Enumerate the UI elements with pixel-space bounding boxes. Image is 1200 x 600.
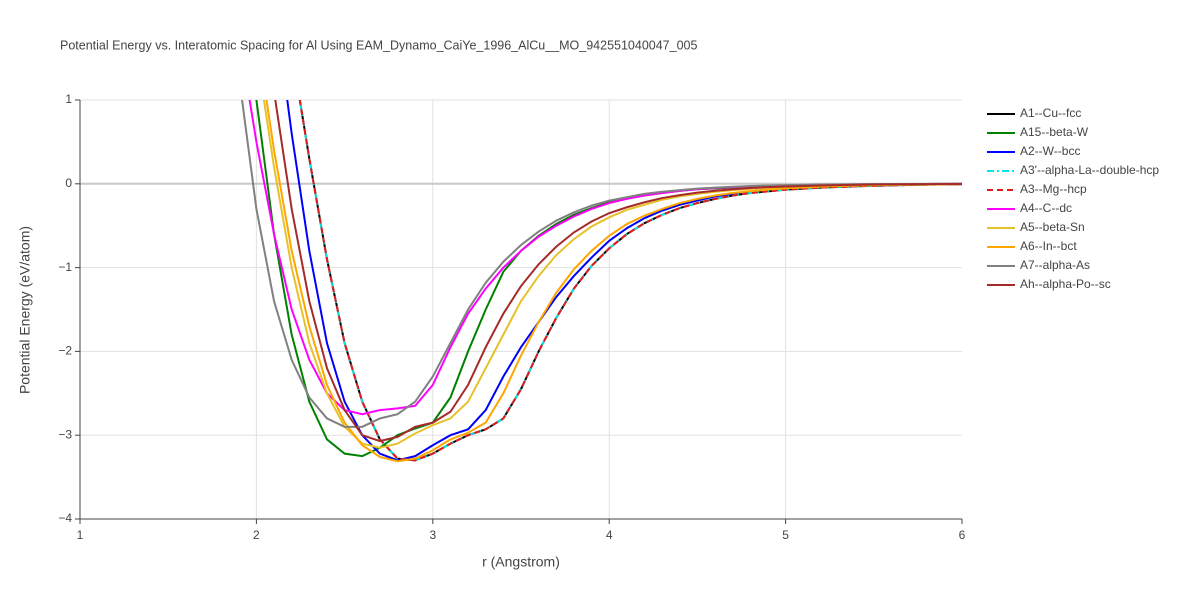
y-tick-label: −1	[58, 260, 72, 274]
legend-label: A4--C--dc	[1020, 201, 1072, 215]
legend-label: A3--Mg--hcp	[1020, 182, 1087, 196]
y-tick-label: −2	[58, 344, 72, 358]
legend-label: A3'--alpha-La--double-hcp	[1020, 163, 1159, 177]
series-line	[298, 100, 962, 462]
series-line	[298, 100, 962, 462]
y-tick-label: −3	[58, 427, 72, 441]
y-tick-label: −4	[58, 511, 72, 525]
legend-label: A7--alpha-As	[1020, 258, 1090, 272]
y-tick-label: 0	[65, 176, 72, 190]
chart-title: Potential Energy vs. Interatomic Spacing…	[60, 38, 697, 52]
series-line	[298, 100, 962, 462]
series-line	[241, 100, 962, 428]
legend-label: A15--beta-W	[1020, 125, 1089, 139]
series-line	[265, 100, 962, 463]
x-tick-label: 6	[959, 528, 966, 542]
plot-area	[241, 100, 962, 463]
x-tick-label: 1	[77, 528, 84, 542]
legend-label: A6--In--bct	[1020, 239, 1077, 253]
series-line	[274, 100, 962, 443]
y-tick-label: 1	[65, 92, 72, 106]
y-axis-title: Potential Energy (eV/atom)	[17, 226, 33, 394]
legend-label: A1--Cu--fcc	[1020, 106, 1081, 120]
series-line	[255, 100, 962, 458]
legend-label: A5--beta-Sn	[1020, 220, 1085, 234]
x-tick-label: 4	[606, 528, 613, 542]
series-line	[262, 100, 962, 449]
legend-label: A2--W--bcc	[1020, 144, 1080, 158]
x-axis-title: r (Angstrom)	[482, 554, 560, 570]
x-tick-label: 3	[429, 528, 436, 542]
x-tick-label: 5	[782, 528, 789, 542]
x-tick-label: 2	[253, 528, 260, 542]
series-line	[248, 100, 962, 416]
legend-label: Ah--alpha-Po--sc	[1020, 277, 1111, 291]
series-line	[286, 100, 962, 462]
